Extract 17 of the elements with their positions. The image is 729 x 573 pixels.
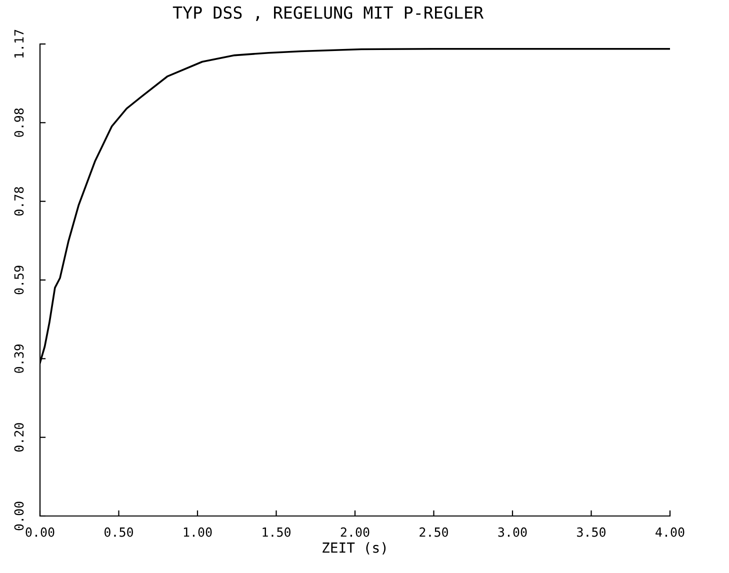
x-tick-label: 1.50: [262, 527, 290, 537]
x-tick-label: 0.50: [104, 527, 133, 537]
y-tick-label: 0.98: [14, 108, 24, 137]
y-tick-label: 0.59: [14, 266, 24, 294]
x-tick-label: 3.50: [577, 527, 606, 537]
y-tick-label: 0.20: [14, 423, 24, 452]
x-tick-label: 4.00: [656, 527, 684, 537]
x-tick-label: 3.00: [498, 527, 527, 537]
x-tick-label: 2.00: [340, 527, 370, 537]
x-tick-label: 0.00: [26, 527, 54, 537]
y-tick-label: 0.39: [14, 344, 24, 373]
x-tick-label: 2.50: [420, 527, 448, 537]
x-tick-label: 1.00: [184, 527, 212, 537]
y-tick-label: 0.78: [14, 187, 24, 216]
x-axis-title: ZEIT (s): [322, 542, 386, 555]
y-tick-label: 1.17: [14, 30, 24, 58]
chart-title: TYP DSS , REGELUNG MIT P-REGLER: [172, 6, 484, 21]
